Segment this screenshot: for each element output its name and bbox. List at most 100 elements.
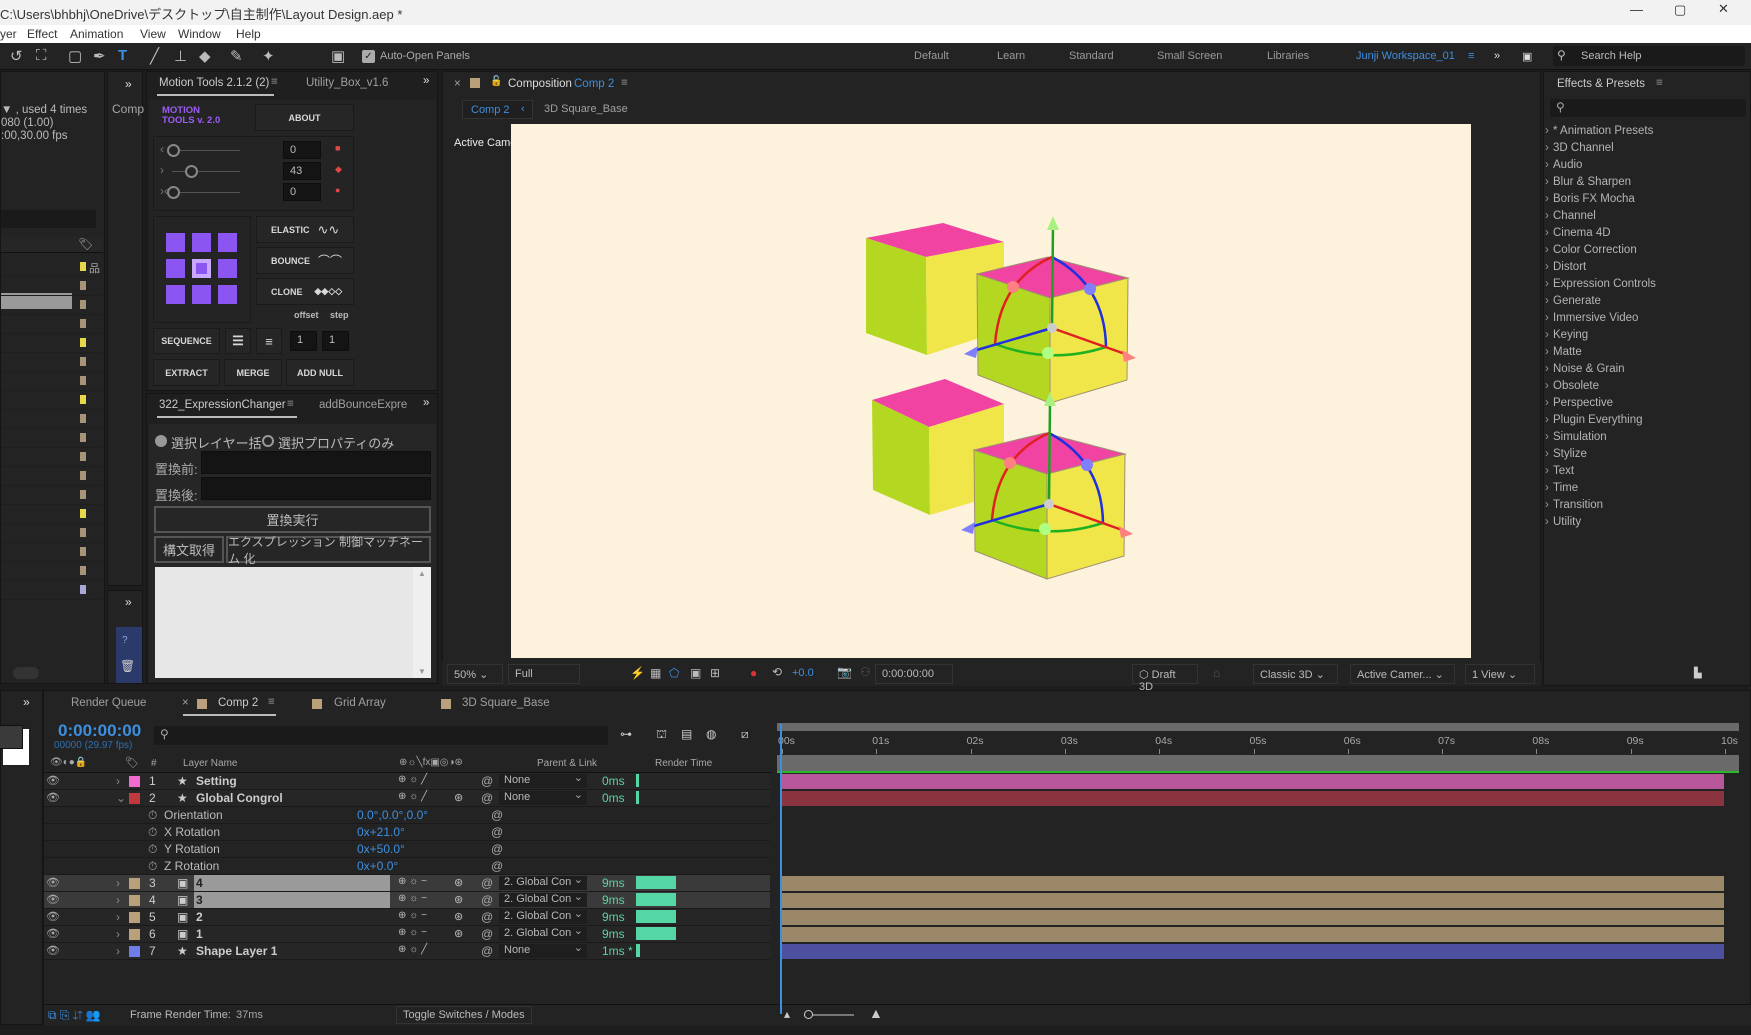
project-item[interactable] bbox=[1, 524, 101, 543]
radio-layer-all[interactable] bbox=[155, 435, 167, 447]
layer-duration-bar[interactable] bbox=[781, 876, 1724, 891]
tab-render-queue[interactable]: Render Queue bbox=[71, 697, 147, 709]
property-row[interactable]: ⏱ Y Rotation 0x+50.0° @ bbox=[44, 841, 770, 858]
project-item[interactable] bbox=[1, 372, 101, 391]
layer-label-color[interactable] bbox=[129, 929, 140, 940]
execute-replace-button[interactable]: 置換実行 bbox=[154, 506, 431, 533]
layer-switches[interactable]: ⊕ ☼ − bbox=[398, 893, 427, 904]
sequence-steps-icon[interactable]: ≡ bbox=[256, 328, 282, 354]
exposure-reset-icon[interactable]: ⟲ bbox=[772, 665, 783, 679]
visibility-eye-icon[interactable]: 👁 bbox=[46, 928, 60, 940]
visibility-eye-icon[interactable]: 👁 bbox=[46, 877, 60, 889]
bpc-toggle[interactable] bbox=[13, 667, 39, 679]
label-color-swatch[interactable] bbox=[80, 528, 86, 537]
effects-category[interactable]: Audio bbox=[1545, 159, 1583, 171]
motion-blur-icon[interactable]: ◍ bbox=[706, 727, 717, 741]
parent-dropdown[interactable]: 2. Global Con bbox=[499, 924, 587, 941]
tab-expression-changer[interactable]: 322_ExpressionChanger bbox=[159, 399, 286, 411]
anchor-point-button[interactable] bbox=[218, 259, 237, 278]
project-item[interactable] bbox=[1, 505, 101, 524]
label-color-swatch[interactable] bbox=[80, 281, 86, 290]
visibility-eye-icon[interactable]: 👁 bbox=[46, 894, 60, 906]
layer-row[interactable]: 👁 › 4 ▣ 3 ⊕ ☼ − ⊛ @ 2. Global Con 9ms bbox=[44, 890, 770, 909]
project-search-input[interactable] bbox=[1, 210, 96, 228]
frame-blending-icon[interactable]: ▤ bbox=[681, 727, 693, 741]
ground-plane-icon[interactable]: ⌂ bbox=[1213, 666, 1221, 680]
menu-layer[interactable]: yer bbox=[0, 27, 17, 41]
stopwatch-icon[interactable]: ⏱ bbox=[148, 859, 158, 873]
layer-label-color[interactable] bbox=[129, 776, 140, 787]
close-tab-icon[interactable]: × bbox=[454, 78, 461, 90]
anchor-point-button[interactable] bbox=[166, 259, 185, 278]
layer-name[interactable]: Shape Layer 1 bbox=[196, 944, 278, 958]
chevron-right-icon[interactable]: › bbox=[116, 927, 120, 941]
fast-preview-icon[interactable]: ⚡ bbox=[630, 666, 645, 680]
pickwhip-icon[interactable]: @ bbox=[481, 910, 494, 924]
get-syntax-button[interactable]: 構文取得 bbox=[154, 536, 224, 563]
snapshot-icon[interactable]: 📷 bbox=[837, 665, 852, 679]
mask-path-icon[interactable]: ⬠ bbox=[669, 666, 680, 680]
pickwhip-icon[interactable]: @ bbox=[491, 825, 504, 839]
offset-input[interactable]: 1 bbox=[290, 331, 317, 351]
tab-add-bounce[interactable]: addBounceExpre bbox=[319, 399, 408, 411]
layer-row[interactable]: 👁 › 1 ★ Setting ⊕ ☼ ╱ @ None 0ms bbox=[44, 771, 770, 790]
label-color-swatch[interactable] bbox=[80, 357, 86, 366]
layer-duration-bar[interactable] bbox=[781, 774, 1724, 789]
effects-category[interactable]: Color Correction bbox=[1545, 244, 1637, 256]
flowchart-icon[interactable]: 品 bbox=[89, 263, 100, 275]
search-help-field[interactable]: ⚲ Search Help bbox=[1553, 46, 1745, 66]
chevron-right-icon[interactable]: › bbox=[116, 774, 120, 788]
property-row[interactable]: ⏱ Orientation 0.0°,0.0°,0.0° @ bbox=[44, 807, 770, 824]
visibility-eye-icon[interactable]: 👁 bbox=[46, 945, 60, 957]
effects-category[interactable]: Keying bbox=[1545, 329, 1588, 341]
effects-category[interactable]: Immersive Video bbox=[1545, 312, 1638, 324]
help-icon[interactable]: ? bbox=[122, 635, 128, 646]
before-input[interactable] bbox=[201, 451, 431, 474]
project-item[interactable] bbox=[1, 315, 101, 334]
menu-help[interactable]: Help bbox=[236, 27, 261, 41]
property-row[interactable]: ⏱ Z Rotation 0x+0.0° @ bbox=[44, 858, 770, 875]
zoom-in-icon[interactable]: ▲ bbox=[869, 1005, 883, 1021]
label-color-swatch[interactable] bbox=[80, 414, 86, 423]
property-value[interactable]: 0x+21.0° bbox=[357, 825, 405, 839]
elastic-button[interactable]: ELASTIC ∿∿ bbox=[256, 216, 354, 243]
pickwhip-icon[interactable]: @ bbox=[481, 893, 494, 907]
shy-layers-icon[interactable]: ⛫ bbox=[656, 727, 668, 741]
pickwhip-icon[interactable]: @ bbox=[491, 808, 504, 822]
layer-name[interactable]: 4 bbox=[194, 875, 390, 891]
time-navigator[interactable] bbox=[777, 755, 1739, 773]
layer-duration-bar[interactable] bbox=[781, 927, 1724, 942]
close-window-button[interactable]: ✕ bbox=[1718, 1, 1729, 16]
effects-category[interactable]: Simulation bbox=[1545, 431, 1607, 443]
3d-layer-icon[interactable]: ⊛ bbox=[454, 792, 464, 804]
label-color-swatch[interactable] bbox=[80, 300, 86, 309]
rotate-tool-icon[interactable]: ↺ bbox=[10, 48, 23, 65]
panel-menu-icon[interactable]: ≡ bbox=[1656, 77, 1663, 89]
parent-dropdown[interactable]: 2. Global Con bbox=[499, 873, 587, 890]
side-tab-comp[interactable]: Comp bbox=[112, 102, 145, 116]
sync-settings-icon[interactable]: ▣ bbox=[1522, 51, 1533, 63]
layer-search-input[interactable]: ⚲ bbox=[154, 726, 608, 745]
close-tab-icon[interactable]: × bbox=[182, 697, 189, 709]
scroll-down-icon[interactable]: ▼ bbox=[418, 667, 426, 676]
label-color-swatch[interactable] bbox=[80, 585, 86, 594]
menu-effect[interactable]: Effect bbox=[27, 27, 58, 41]
pickwhip-icon[interactable]: @ bbox=[481, 944, 494, 958]
zoom-slider[interactable] bbox=[804, 1010, 854, 1019]
region-of-interest-icon[interactable]: ▣ bbox=[690, 666, 702, 680]
comp-frame[interactable] bbox=[511, 124, 1471, 658]
visibility-eye-icon[interactable]: 👁 bbox=[46, 775, 60, 787]
sequence-stagger-icon[interactable]: ☰ bbox=[225, 328, 251, 354]
clone-button[interactable]: CLONE ◆◆◇◇ bbox=[256, 278, 354, 305]
pickwhip-icon[interactable]: @ bbox=[481, 876, 494, 890]
radio-property-only[interactable] bbox=[262, 435, 274, 447]
project-item[interactable] bbox=[1, 467, 101, 486]
minimize-button[interactable]: — bbox=[1630, 2, 1643, 17]
workspace-default[interactable]: Default bbox=[914, 50, 949, 62]
extract-button[interactable]: EXTRACT bbox=[153, 359, 220, 386]
effects-category[interactable]: Generate bbox=[1545, 295, 1601, 307]
project-item[interactable] bbox=[1, 410, 101, 429]
effects-category[interactable]: Utility bbox=[1545, 516, 1581, 528]
scroll-up-icon[interactable]: ▲ bbox=[418, 569, 426, 578]
project-item[interactable] bbox=[1, 334, 101, 353]
